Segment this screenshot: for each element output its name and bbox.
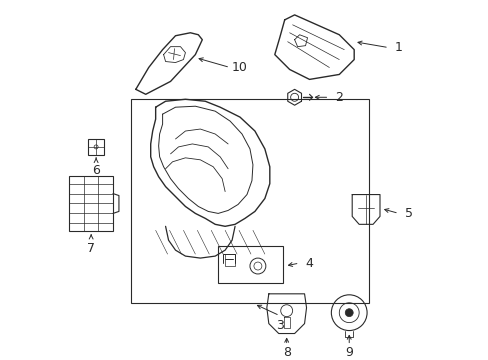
Text: 10: 10	[232, 61, 247, 74]
Bar	[131, 99, 368, 303]
Text: 4: 4	[305, 257, 313, 270]
Circle shape	[345, 309, 352, 317]
Text: 6: 6	[92, 164, 100, 177]
Text: 8: 8	[282, 346, 290, 359]
Text: 1: 1	[394, 41, 402, 54]
Bar	[218, 246, 282, 283]
Text: 9: 9	[345, 346, 352, 359]
Text: 3: 3	[275, 319, 283, 332]
Bar	[69, 176, 113, 231]
Text: 5: 5	[404, 207, 412, 220]
Bar	[88, 139, 104, 155]
Text: 7: 7	[87, 242, 95, 255]
Text: 2: 2	[335, 91, 343, 104]
